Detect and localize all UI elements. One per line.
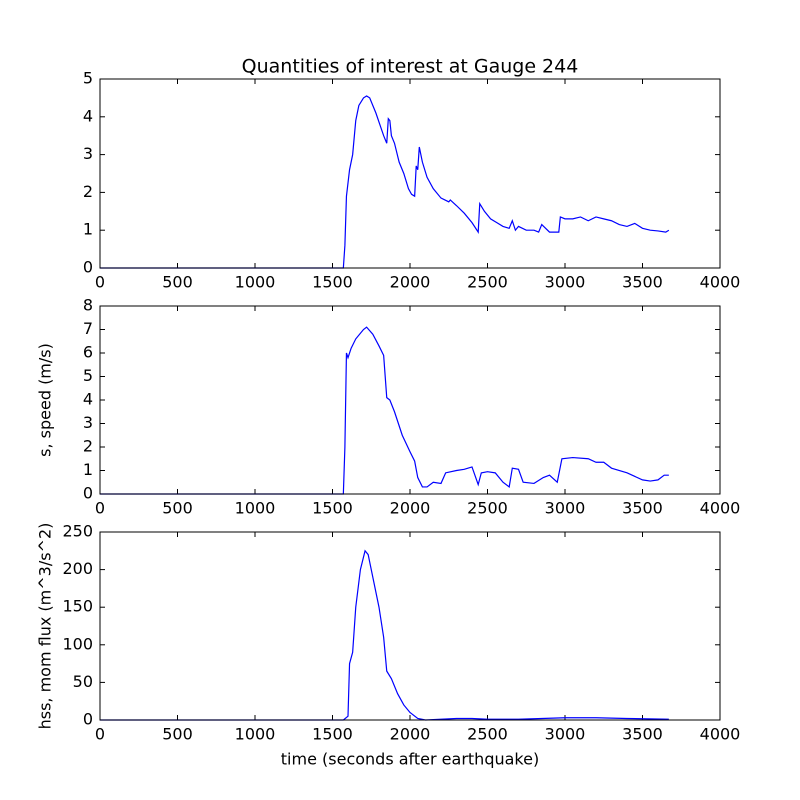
x-tick-label: 3000 [545,273,586,292]
y-tick-label: 50 [73,672,93,691]
x-tick-label: 3000 [545,499,586,518]
data-line [100,326,669,495]
axes-frame [99,531,721,721]
y-tick-label: 5 [83,69,93,88]
data-line [100,549,669,721]
x-tick-label: 1000 [235,499,276,518]
x-tick-label: 0 [95,725,105,744]
x-tick-label: 500 [162,725,193,744]
y-tick-label: 4 [83,390,93,409]
y-tick-label: 2 [83,182,93,201]
y-tick-label: 8 [83,296,93,315]
x-tick-label: 2000 [390,725,431,744]
x-tick-label: 4000 [700,725,741,744]
x-tick-label: 1000 [235,725,276,744]
y-tick-label: 6 [83,343,93,362]
y-tick-label: 0 [83,258,93,277]
y-tick-label: 150 [62,597,93,616]
y-axis-label: s, speed (m/s) [36,343,55,457]
x-tick-label: 2500 [467,273,508,292]
y-tick-label: 3 [83,413,93,432]
x-tick-label: 0 [95,499,105,518]
y-tick-label: 0 [83,710,93,729]
data-line [100,95,670,269]
y-tick-label: 4 [83,106,93,125]
y-tick-label: 5 [83,366,93,385]
x-tick-label: 1500 [312,725,353,744]
x-tick-label: 3500 [622,499,663,518]
y-axis-label: hss, mom flux (m^3/s^2) [36,523,55,730]
y-tick-label: 100 [62,634,93,653]
axes-frame [99,305,721,495]
y-tick-label: 2 [83,437,93,456]
x-tick-label: 2500 [467,725,508,744]
x-tick-label: 3500 [622,273,663,292]
x-tick-label: 1500 [312,273,353,292]
x-tick-label: 500 [162,273,193,292]
x-tick-label: 0 [95,273,105,292]
x-tick-label: 2500 [467,499,508,518]
x-tick-label: 3000 [545,725,586,744]
x-axis-label: time (seconds after earthquake) [281,750,539,769]
y-tick-label: 0 [83,484,93,503]
x-tick-label: 3500 [622,725,663,744]
y-tick-label: 1 [83,460,93,479]
y-tick-label: 200 [62,559,93,578]
x-tick-label: 2000 [390,499,431,518]
x-tick-label: 4000 [700,273,741,292]
x-tick-label: 1500 [312,499,353,518]
y-tick-label: 250 [62,522,93,541]
x-tick-label: 1000 [235,273,276,292]
x-tick-label: 4000 [700,499,741,518]
y-tick-label: 3 [83,144,93,163]
x-tick-label: 2000 [390,273,431,292]
y-tick-label: 1 [83,220,93,239]
chart-title: Quantities of interest at Gauge 244 [242,56,579,78]
y-tick-label: 7 [83,319,93,338]
axes-frame [99,78,721,269]
x-tick-label: 500 [162,499,193,518]
